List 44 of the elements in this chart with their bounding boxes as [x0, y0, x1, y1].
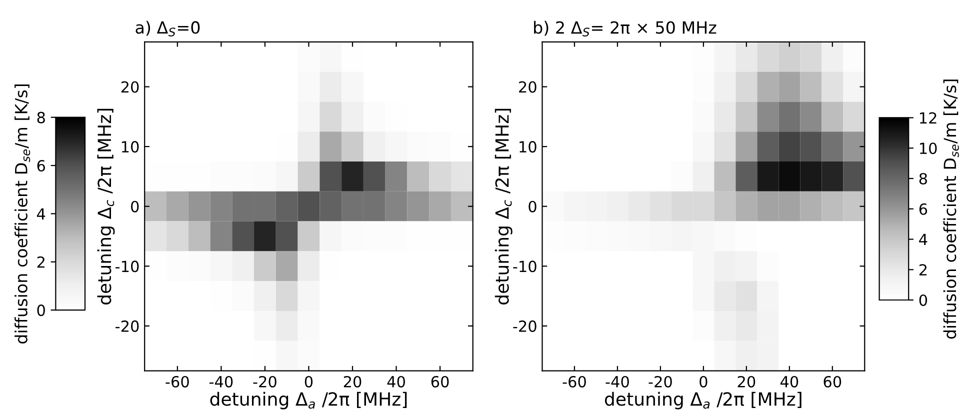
x-tick-label: -60: [562, 376, 586, 388]
color-bar-label: 4: [36, 208, 46, 220]
y-axis-title: detuning Δ$_{c}$ /2π [MHz]: [97, 108, 115, 304]
y-tick-label: -10: [513, 260, 536, 272]
y-tick-label: -20: [116, 320, 139, 332]
color-bar-label: 2: [919, 264, 927, 276]
y-tick-label: 20: [519, 81, 536, 93]
x-tick-label: 20: [738, 376, 756, 388]
color-bar-label: 6: [37, 160, 46, 172]
color-bar-title: diffusion coefficient D$_{se}$/m [K/s]: [943, 80, 959, 339]
color-bar-label: 0: [37, 304, 45, 316]
x-tick-label: -60: [166, 376, 189, 388]
y-tick-label: -20: [513, 320, 536, 332]
x-tick-label: 40: [387, 376, 405, 388]
y-tick-label: 0: [131, 200, 139, 212]
color-bar-title: diffusion coefficient D$_{se}$/m [K/s]: [14, 84, 30, 344]
y-tick-label: 0: [528, 200, 536, 212]
color-bar-label: 8: [37, 112, 45, 124]
y-tick-label: 10: [520, 141, 536, 153]
x-tick-label: 40: [780, 376, 798, 388]
color-bar-label: 8: [919, 172, 928, 185]
color-bar-label: 12: [920, 112, 936, 124]
x-tick-label: -40: [606, 376, 629, 388]
color-bar-label: 10: [920, 142, 937, 154]
x-tick-label: 60: [824, 376, 842, 388]
chart-title: b) 2 Δ$_{S}$= 2π × 50 MHz: [534, 20, 716, 36]
x-tick-label: -20: [648, 376, 672, 388]
x-tick-label: 0: [700, 376, 708, 388]
color-bar-label: 0: [919, 294, 928, 306]
x-tick-label: 60: [431, 376, 449, 388]
y-tick-label: 20: [121, 81, 139, 93]
color-bar-label: 4: [919, 234, 928, 246]
color-bar-label: 6: [919, 203, 928, 215]
y-tick-label: -10: [116, 260, 139, 272]
x-tick-label: -20: [253, 376, 276, 388]
x-tick-label: -40: [209, 376, 233, 388]
y-axis-title: detuning Δ$_{c}$ /2π [MHz]: [494, 108, 512, 304]
x-tick-label: 0: [304, 376, 313, 388]
y-tick-label: 10: [122, 141, 139, 153]
color-bar-label: 2: [37, 256, 44, 268]
x-axis-title: detuning Δ$_{a}$ /2π [MHz]: [210, 392, 407, 410]
x-axis-title: detuning Δ$_{a}$ /2π [MHz]: [604, 392, 802, 410]
x-tick-label: 20: [344, 376, 362, 388]
chart-title: a) Δ$_{S}$=0: [136, 20, 200, 36]
